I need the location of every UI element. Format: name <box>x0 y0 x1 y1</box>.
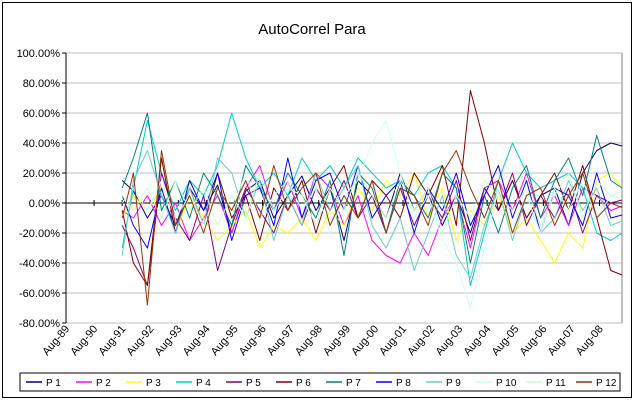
y-tick-label: 40.00% <box>23 138 61 150</box>
legend-label: P 7 <box>346 378 361 389</box>
legend-label: P 9 <box>446 378 461 389</box>
y-tick-label: 60.00% <box>23 108 61 120</box>
y-tick-label: -80.00% <box>19 318 60 330</box>
x-tick-label: Aug-95 <box>209 323 241 358</box>
y-tick-label: -60.00% <box>19 288 60 300</box>
x-tick-label: Aug-97 <box>265 323 297 358</box>
x-tick-label: Aug-92 <box>125 323 157 358</box>
legend-label: P 8 <box>396 378 411 389</box>
chart-title: AutoCorrel Para <box>258 21 366 38</box>
series-lines <box>121 90 623 309</box>
x-tick-label: Aug-91 <box>96 323 128 358</box>
x-tick-label: Aug-96 <box>237 323 269 358</box>
y-tick-label: -40.00% <box>19 258 60 270</box>
series-line-7 <box>121 112 623 264</box>
x-tick-label: Aug-99 <box>321 323 353 358</box>
series-line-10 <box>121 120 623 309</box>
y-tick-label: 0.00% <box>29 198 60 210</box>
x-tick-label: Aug-98 <box>293 323 325 358</box>
x-tick-label: Aug-94 <box>181 323 213 358</box>
series-line-12 <box>121 150 623 306</box>
legend-label: P 4 <box>196 378 211 389</box>
legend-label: P 2 <box>96 378 111 389</box>
y-tick-label: 100.00% <box>17 48 61 60</box>
legend-label: P 10 <box>496 378 517 389</box>
x-tick-label: Aug-08 <box>574 323 606 358</box>
legend-label: P 5 <box>246 378 261 389</box>
x-tick-label: Aug-07 <box>546 323 578 358</box>
series-line-11 <box>121 172 623 234</box>
x-tick-label: Aug-02 <box>405 323 437 358</box>
legend-box <box>19 372 621 392</box>
legend: P 1 P 2 P 3 P 4 P 5 P 6 P 7 P 8 P 9 P 10 P 11 P 12 <box>19 372 621 392</box>
x-tick-label: Aug-06 <box>518 323 550 358</box>
y-axis: 100.00% 80.00% 60.00% 40.00% 20.00% 0.00% -20.… <box>17 48 67 330</box>
x-tick-label: Aug-04 <box>462 323 494 358</box>
legend-label: P 6 <box>296 378 311 389</box>
x-tick-label: Aug-90 <box>68 323 100 358</box>
x-tick-label: Aug-03 <box>433 323 465 358</box>
x-tick-label: Aug-01 <box>377 323 409 358</box>
legend-label: P 11 <box>546 378 566 389</box>
x-tick-label: Aug-93 <box>153 323 185 358</box>
legend-label: P 3 <box>146 378 161 389</box>
y-tick-label: -20.00% <box>19 228 60 240</box>
legend-label: P 12 <box>596 378 617 389</box>
x-tick-label: Aug-00 <box>349 323 381 358</box>
x-tick-label: Aug-05 <box>490 323 522 358</box>
y-tick-label: 80.00% <box>23 78 61 90</box>
series-line-3 <box>121 172 623 264</box>
legend-label: P 1 <box>46 378 61 389</box>
y-tick-label: 20.00% <box>23 168 61 180</box>
